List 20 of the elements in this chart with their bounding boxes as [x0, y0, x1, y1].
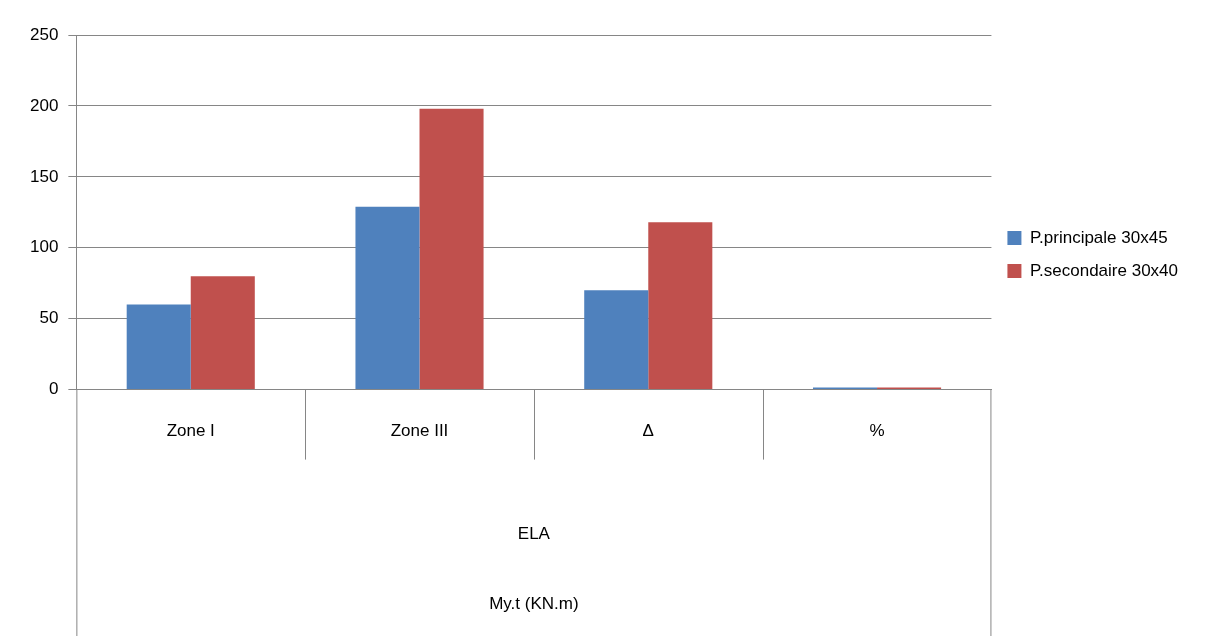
- x-tick-label: Zone III: [390, 421, 449, 441]
- x-axis-title: ELA: [517, 523, 551, 543]
- y-tick-label: 250: [29, 24, 59, 44]
- x-tick-label: Zone I: [166, 421, 215, 441]
- bar: [190, 276, 255, 390]
- y-tick-label: 100: [29, 237, 59, 257]
- bar: [419, 108, 484, 390]
- legend-label: P.principale 30x45: [1029, 227, 1168, 247]
- bar: [584, 290, 649, 390]
- x-tick-label: %: [869, 421, 885, 441]
- bar: [648, 222, 713, 390]
- legend-label: P.secondaire 30x40: [1029, 260, 1178, 280]
- bar: [355, 206, 420, 390]
- y-tick-label: 0: [48, 379, 59, 399]
- text: My.t (KN.m): [489, 593, 579, 613]
- x-tick-label: Δ: [642, 421, 654, 441]
- y-tick-label: 200: [29, 95, 59, 115]
- y-tick-label: 150: [29, 166, 59, 186]
- y-tick-label: 50: [39, 308, 59, 328]
- bar: [126, 304, 191, 390]
